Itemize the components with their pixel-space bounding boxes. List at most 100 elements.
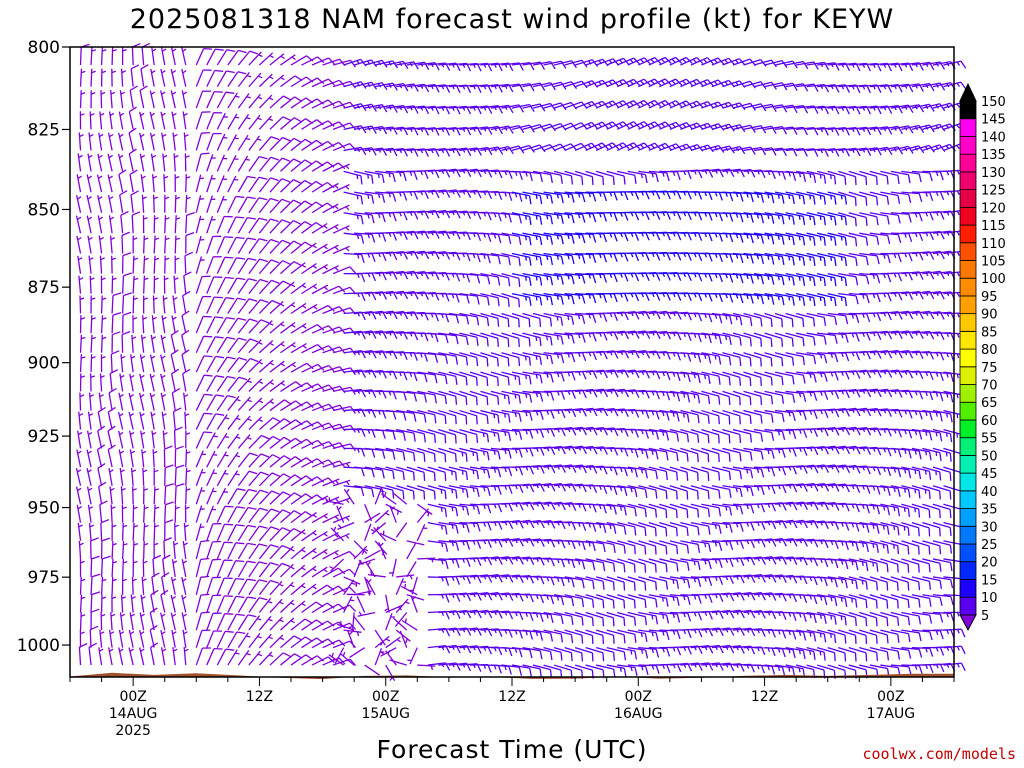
wind-barb [659,594,680,606]
wind-barb [575,252,597,263]
wind-barb [343,576,361,587]
colorbar-swatch [959,437,977,456]
wind-barb [511,390,533,403]
wind-barb [501,145,525,154]
wind-barb [170,368,180,392]
wind-barb [227,236,245,254]
wind-barb [248,339,263,354]
wind-barb [627,664,649,675]
wind-barb [163,445,173,468]
wind-barb [659,428,680,442]
wind-barb [532,352,554,365]
wind-barb [680,447,699,463]
wind-barb [490,252,511,266]
wind-barb [153,522,159,541]
colorbar-label: 30 [981,520,998,535]
wind-barb [131,334,137,353]
wind-barb [130,64,140,87]
wind-barb [164,501,174,523]
wind-barb [160,612,166,631]
wind-barb [79,373,86,392]
wind-barb [543,252,564,265]
wind-barb [258,279,280,295]
wind-barb [151,174,158,193]
wind-barb [627,466,648,479]
wind-barb [564,59,588,68]
wind-barb [237,434,252,449]
wind-barb [129,169,138,193]
wind-barb [118,647,124,666]
wind-barb [216,559,233,578]
wind-barb [150,589,159,613]
wind-barb [88,642,97,666]
wind-barb [522,312,542,327]
wind-barb [301,583,317,596]
wind-barb [76,235,82,254]
wind-barb [173,275,179,294]
wind-barb [511,312,531,328]
wind-barb [164,215,170,234]
wind-barb [280,510,302,524]
wind-barb [648,629,670,641]
wind-barb [406,390,427,403]
wind-barb [564,170,584,185]
wind-barb [150,411,156,430]
wind-barb [553,170,574,185]
wind-barb [119,90,126,109]
credit-text: coolwx.com/models [862,745,1016,763]
wind-barb [237,196,256,214]
wind-barb [128,629,135,648]
colorbar-label: 100 [981,272,1006,287]
wind-barb [311,345,335,354]
colorbar-bottom-arrow [959,614,977,631]
wind-barb [248,543,268,560]
wind-barb [121,330,131,353]
wind-barb [128,411,134,430]
wind-barb [280,199,302,214]
wind-barb [100,90,106,109]
wind-barb [690,390,711,405]
wind-barb [89,275,95,294]
wind-barb [532,212,554,225]
wind-barb [553,594,575,607]
wind-barb [627,611,648,626]
colorbar-swatch [959,224,977,244]
wind-barb [160,647,167,666]
wind-barb [237,257,257,274]
wind-barb [301,324,325,334]
wind-barb [227,357,248,373]
wind-barb [206,48,224,66]
wind-barb [459,485,480,497]
wind-barb [206,316,224,334]
wind-barb [258,197,279,214]
wind-barb [269,652,292,666]
wind-barb [248,93,263,109]
wind-barb [132,558,138,577]
wind-barb [149,132,156,151]
wind-barb [185,430,191,449]
wind-barb [701,485,721,499]
wind-barb [111,46,117,66]
wind-barb [469,428,490,443]
wind-barb [171,315,177,334]
wind-barb [332,461,351,468]
wind-barb [78,540,84,559]
wind-barb [216,414,230,430]
wind-barb [290,200,313,214]
wind-barb [627,521,647,537]
wind-barb [322,285,346,295]
wind-barb [227,317,247,334]
wind-barb [248,416,263,431]
colorbar-swatch [959,295,977,315]
wind-barb [711,521,733,533]
wind-barb [107,132,114,151]
wind-barb [648,611,670,624]
wind-barb [367,570,386,578]
colorbar-label: 45 [981,467,998,482]
wind-barb [195,523,205,542]
wind-barb [280,281,296,295]
wind-barb [206,375,225,392]
wind-barb [280,492,303,505]
wind-barb [185,174,191,193]
wind-barb [100,354,106,373]
